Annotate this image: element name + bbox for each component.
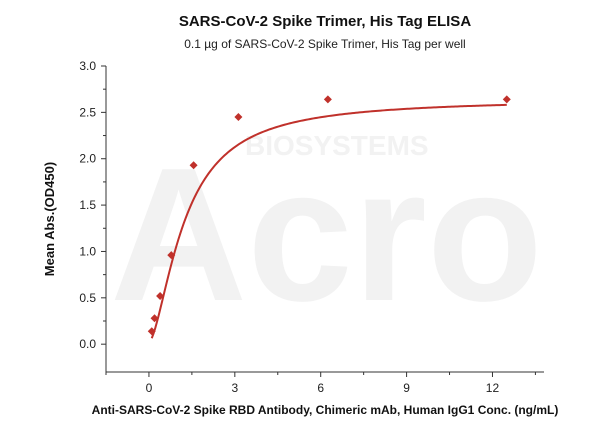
watermark: Acro BIOSYSTEMS: [110, 129, 543, 341]
y-tick-label: 0.0: [79, 337, 96, 351]
data-point: [323, 95, 332, 104]
data-point: [156, 291, 165, 300]
x-tick-label: 0: [146, 381, 153, 395]
x-tick-label: 9: [403, 381, 410, 395]
y-axis-label: Mean Abs.(OD450): [42, 162, 57, 276]
x-axis-ticks: 0 3 6 9 12: [105, 372, 536, 395]
x-tick-label: 12: [486, 381, 500, 395]
y-tick-label: 2.0: [79, 152, 96, 166]
x-axis-label: Anti-SARS-CoV-2 Spike RBD Antibody, Chim…: [92, 403, 559, 417]
data-points: [147, 95, 511, 336]
data-point: [147, 327, 156, 336]
data-point: [167, 251, 176, 260]
data-point: [234, 113, 243, 121]
y-tick-label: 1.5: [79, 198, 96, 212]
y-tick-label: 3.0: [79, 59, 96, 73]
watermark-line: BIOSYSTEMS: [245, 130, 429, 161]
x-tick-label: 6: [317, 381, 324, 395]
data-point: [189, 161, 198, 170]
chart-title: SARS-CoV-2 Spike Trimer, His Tag ELISA: [179, 13, 471, 30]
data-point: [502, 95, 511, 104]
fit-curve: [150, 103, 507, 339]
x-tick-label: 3: [231, 381, 238, 395]
y-tick-label: 0.5: [79, 291, 96, 305]
y-tick-label: 2.5: [79, 105, 96, 119]
data-point: [150, 314, 159, 323]
chart-subtitle: 0.1 µg of SARS-CoV-2 Spike Trimer, His T…: [184, 37, 465, 51]
watermark-brand: Acro: [110, 129, 543, 341]
y-axis-ticks: 0.0 0.5 1.0 1.5 2.0 2.5 3.0: [79, 59, 106, 351]
y-tick-label: 1.0: [79, 244, 96, 258]
